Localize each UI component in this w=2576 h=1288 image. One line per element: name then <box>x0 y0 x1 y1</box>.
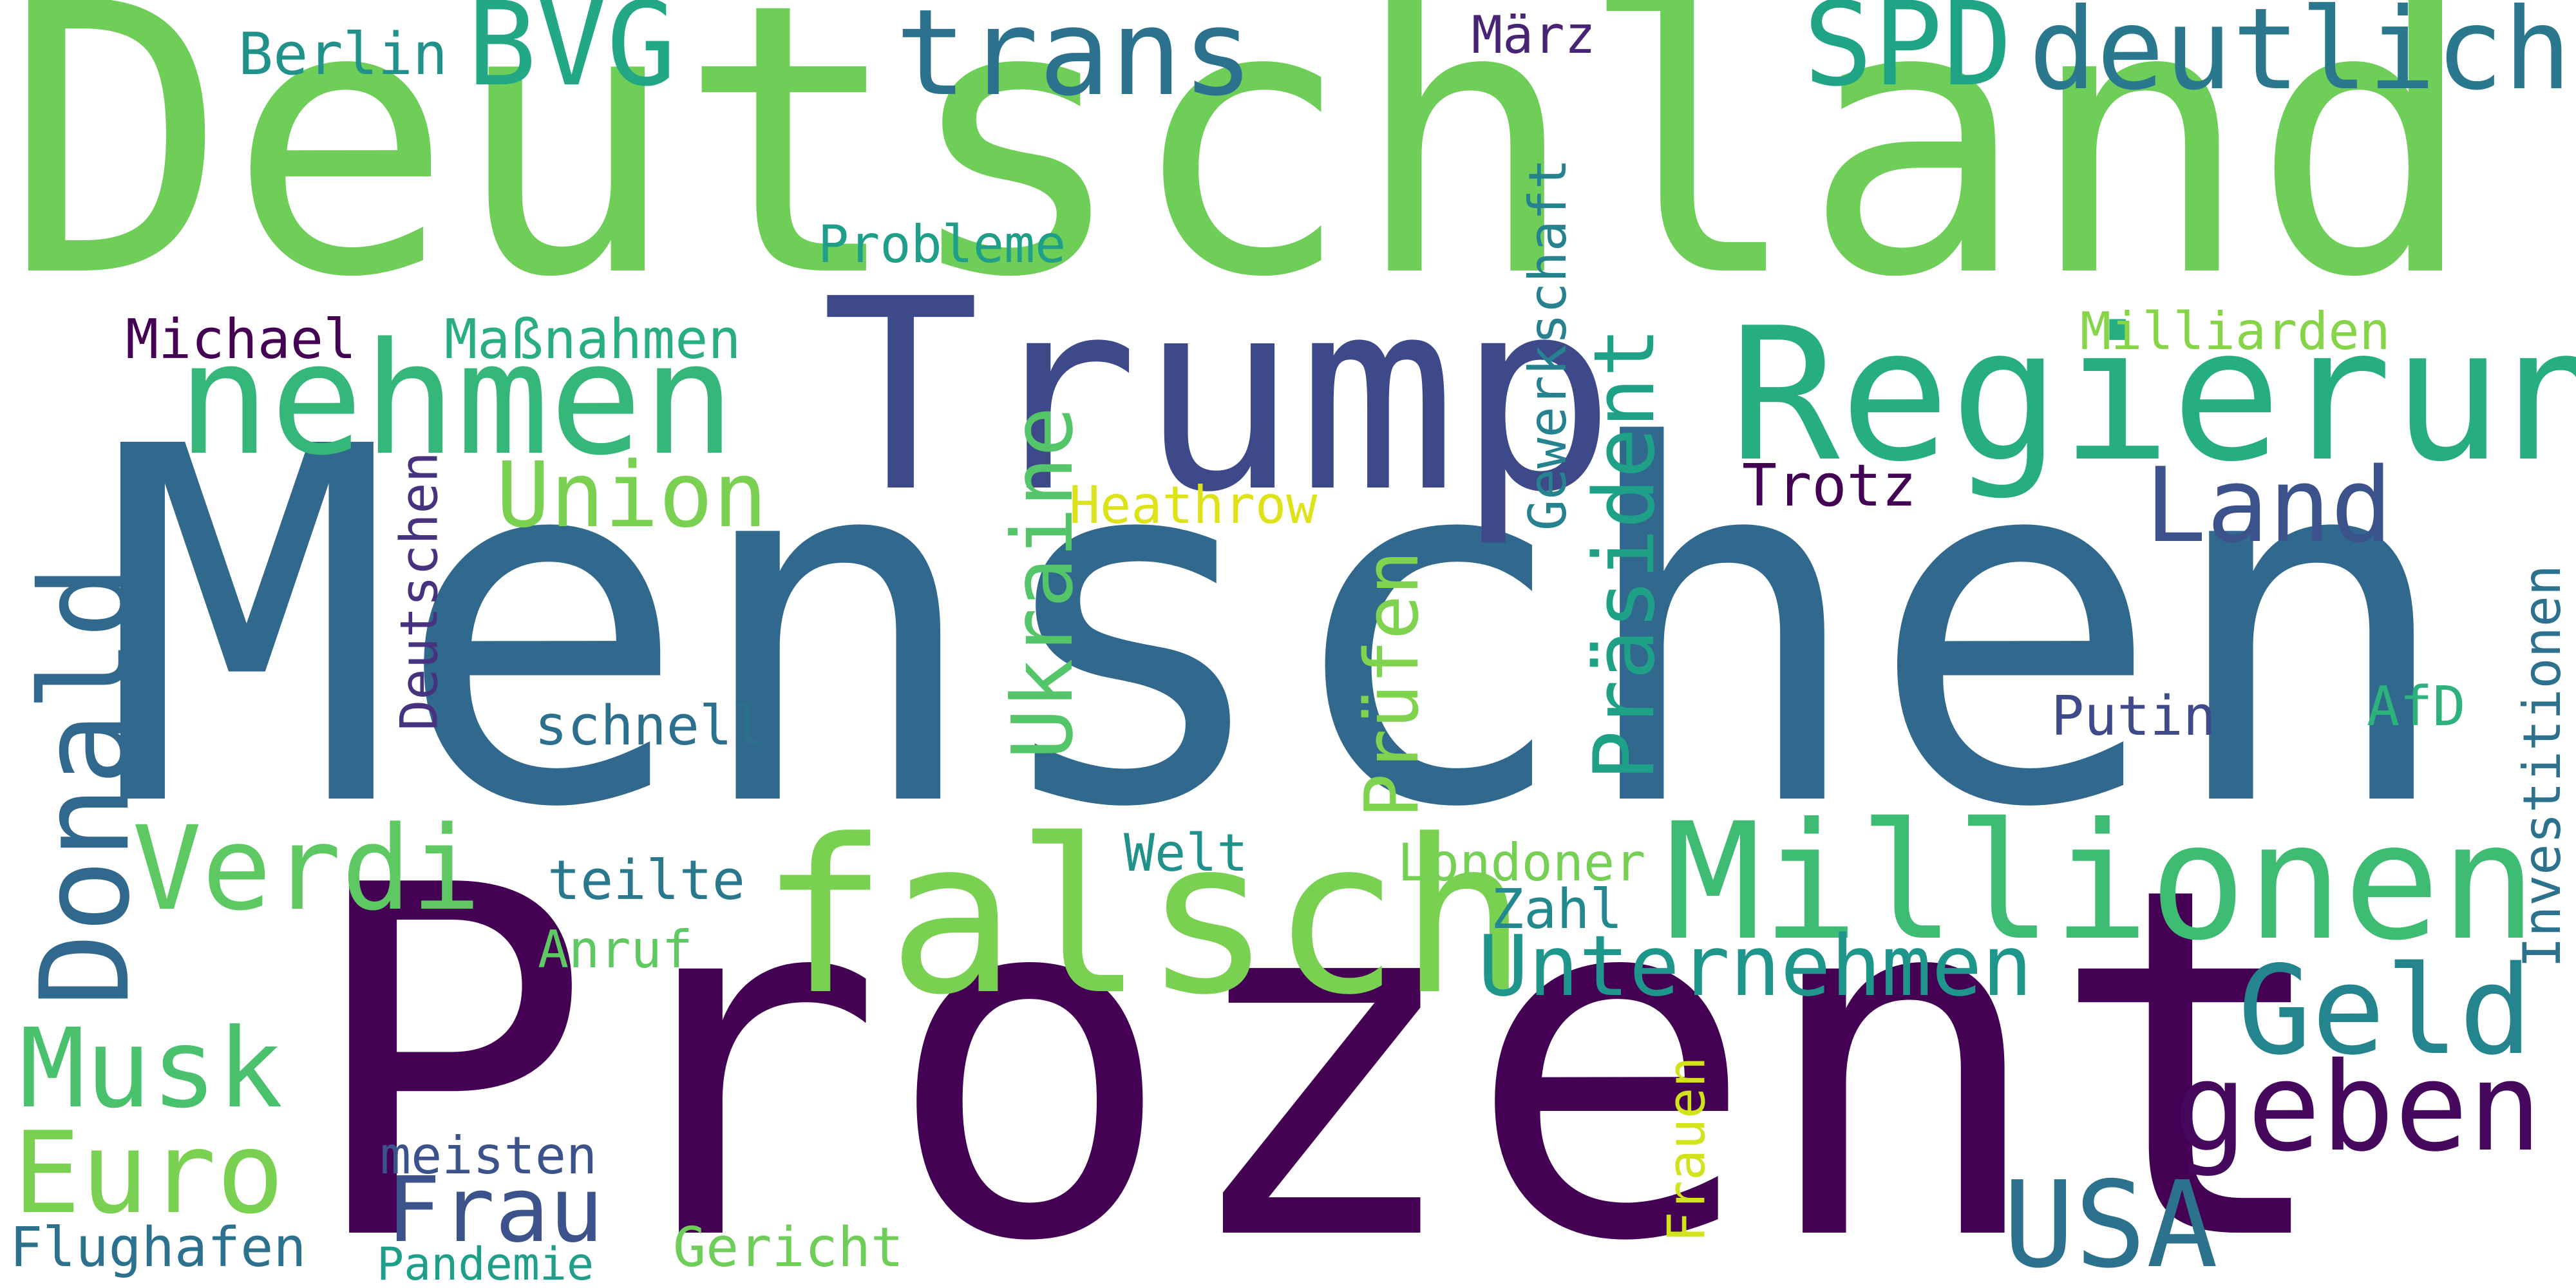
word-deutschen: Deutschen <box>389 451 450 731</box>
word-berlin: Berlin <box>238 21 448 88</box>
word-usa: USA <box>2003 1155 2219 1288</box>
word-trump: Trump <box>821 242 1616 550</box>
word-flughafen: Flughafen <box>10 1216 307 1280</box>
word-investitionen: Investitionen <box>2512 564 2573 969</box>
word-musk: Musk <box>19 1005 283 1133</box>
word-millionen: Millionen <box>1665 788 2537 976</box>
word-maerz: März <box>1472 5 1596 65</box>
word-meisten: meisten <box>380 1126 598 1186</box>
word-milliarden: Milliarden <box>2080 301 2391 361</box>
word-welt: Welt <box>1124 823 1248 883</box>
word-deutschland: Deutschland <box>3 0 2477 359</box>
word-zahl: Zahl <box>1491 878 1623 942</box>
word-prozent: Prozent <box>303 784 2338 1288</box>
word-anruf: Anruf <box>538 920 693 980</box>
word-frau: Frau <box>386 1158 604 1263</box>
word-nehmen: nehmen <box>177 309 735 489</box>
word-gericht: Gericht <box>673 1216 904 1280</box>
word-massnahmen: Maßnahmen <box>444 308 741 372</box>
word-geben: geben <box>2174 1036 2542 1179</box>
word-schnell: schnell <box>535 694 766 758</box>
word-land: Land <box>2145 445 2393 565</box>
word-euro: Euro <box>13 1108 285 1239</box>
word-union: Union <box>496 443 768 548</box>
word-trotz: Trotz <box>1742 452 1917 520</box>
word-deutlich: deutlich <box>2029 0 2571 115</box>
word-bvg: BVG <box>467 0 677 112</box>
word-heathrow: Heathrow <box>1069 475 1318 535</box>
word-donald: Donald <box>14 564 157 1007</box>
word-probleme: Probleme <box>818 214 1066 274</box>
word-menschen: Menschen <box>100 345 2458 914</box>
word-putin: Putin <box>2051 685 2216 748</box>
word-teilte: teilte <box>547 849 746 913</box>
word-spd: SPD <box>1803 0 2013 112</box>
word-gewerkschaft: Gewerkschaft <box>1517 158 1578 531</box>
word-afd: AfD <box>2367 675 2466 739</box>
word-ukraine: Ukraine <box>993 406 1092 759</box>
word-unternehmen: Unternehmen <box>1478 917 2032 1015</box>
word-verdi: Verdi <box>132 802 481 936</box>
word-regierung: Regierung <box>1729 289 2576 502</box>
word-frauen: Frauen <box>1656 1056 1717 1243</box>
word-michael: Michael <box>126 308 357 372</box>
word-falsch: falsch <box>760 794 1528 1041</box>
word-geld: Geld <box>2238 940 2533 1082</box>
word-pruefen: Prüfen <box>1349 550 1436 819</box>
word-trans: trans <box>895 0 1254 122</box>
word-pandemie: Pandemie <box>377 1238 594 1288</box>
word-praesident: Präsident <box>1575 327 1674 781</box>
word-londoner: Londoner <box>1397 833 1646 893</box>
